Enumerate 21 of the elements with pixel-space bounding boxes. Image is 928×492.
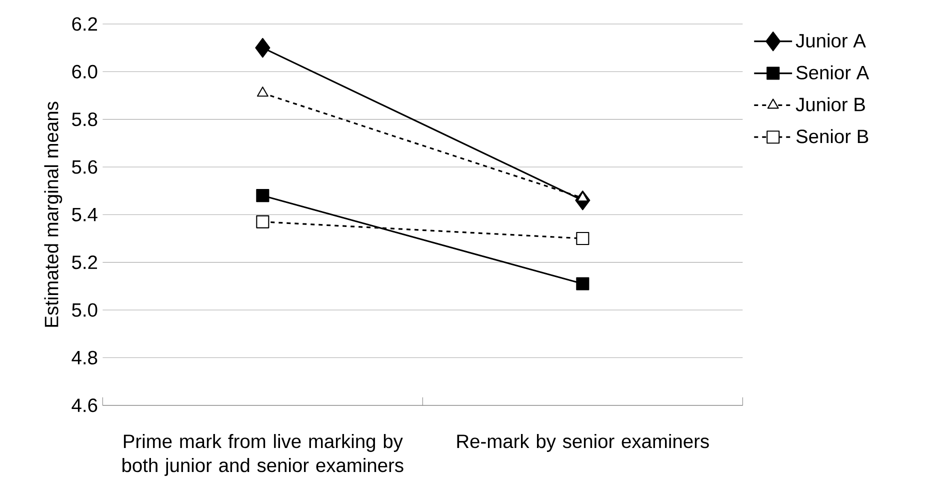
- point: [576, 232, 590, 246]
- y-tick-label: 5.2: [72, 256, 97, 270]
- point: [256, 189, 270, 202]
- y-tick-label: 6.0: [72, 64, 98, 78]
- y-axis-title: Estimated marginal means: [44, 102, 62, 327]
- y-tick-label: 5.0: [72, 303, 98, 317]
- y-tick-label: 6.2: [72, 17, 97, 31]
- y-tick-label: 5.8: [72, 112, 98, 126]
- legend-label: Senior A: [796, 65, 870, 80]
- point: [576, 277, 590, 290]
- y-tick-label: 5.4: [72, 208, 98, 222]
- x-tick-label: Prime mark from live marking by both junior and senior examiners: [122, 434, 404, 476]
- y-tick-label: 4.6: [72, 398, 98, 412]
- legend-label: Senior B: [796, 129, 868, 144]
- point: [255, 38, 270, 58]
- y-tick-label: 4.8: [72, 350, 98, 364]
- legend-label: Junior A: [796, 33, 866, 48]
- point: [256, 215, 270, 228]
- legend-label: Junior B: [796, 97, 865, 112]
- y-tick-label: 5.6: [72, 160, 98, 174]
- x-tick-label: Re-mark by senior examiners: [457, 434, 709, 452]
